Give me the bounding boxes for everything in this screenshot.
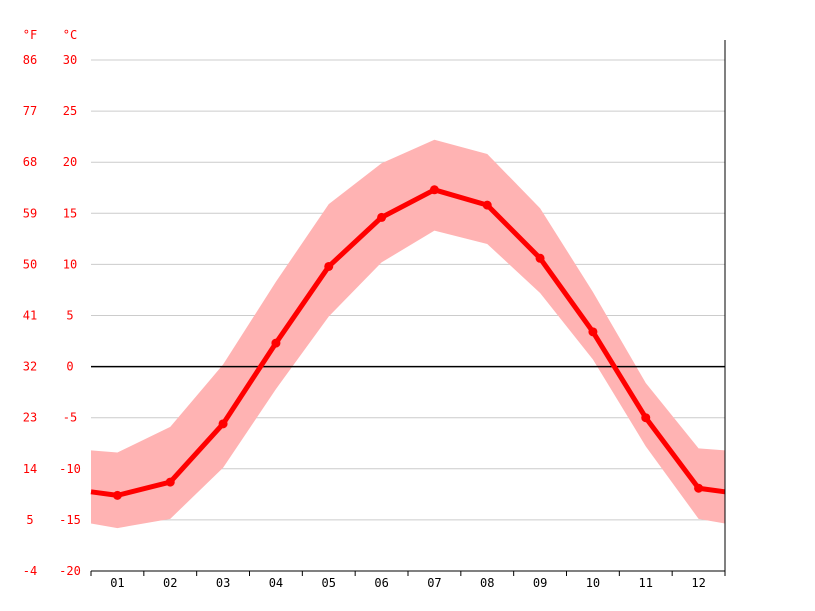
mean-point-04 (271, 338, 281, 348)
axes (90, 40, 726, 576)
mean-point-08 (482, 200, 492, 210)
month-label-12: 12 (691, 576, 705, 590)
mean-line-path (90, 187, 726, 498)
fahrenheit-tick-label: 68 (23, 155, 37, 169)
fahrenheit-tick-label: 32 (23, 360, 37, 374)
month-label-05: 05 (322, 576, 336, 590)
fahrenheit-tick-label: 50 (23, 257, 37, 271)
fahrenheit-tick-label: 77 (23, 104, 37, 118)
tick-labels: 30862577206815591050541032-523-1014-155-… (23, 28, 706, 590)
celsius-tick-label: 0 (66, 360, 73, 374)
celsius-tick-label: -15 (59, 513, 81, 527)
celsius-tick-label: 25 (63, 104, 77, 118)
fahrenheit-tick-label: 5 (26, 513, 33, 527)
mean-point-01 (112, 490, 122, 500)
month-label-03: 03 (216, 576, 230, 590)
range-band-area (91, 139, 725, 529)
mean-temperature-points (112, 185, 704, 500)
month-label-07: 07 (427, 576, 441, 590)
mean-point-07 (429, 185, 439, 195)
fahrenheit-tick-label: 14 (23, 462, 37, 476)
celsius-tick-label: -20 (59, 564, 81, 578)
celsius-tick-label: -10 (59, 462, 81, 476)
celsius-unit-label: °C (63, 28, 77, 42)
mean-temperature-line (90, 187, 726, 498)
fahrenheit-tick-label: 59 (23, 206, 37, 220)
mean-point-06 (377, 212, 387, 222)
celsius-tick-label: 30 (63, 53, 77, 67)
mean-point-11 (641, 413, 651, 423)
celsius-tick-label: 5 (66, 309, 73, 323)
celsius-tick-label: 20 (63, 155, 77, 169)
mean-point-03 (218, 419, 228, 429)
celsius-tick-label: -5 (63, 411, 77, 425)
mean-point-02 (165, 477, 175, 487)
month-label-01: 01 (110, 576, 124, 590)
mean-point-12 (694, 483, 704, 493)
celsius-tick-label: 15 (63, 206, 77, 220)
mean-point-09 (535, 253, 545, 263)
fahrenheit-tick-label: 86 (23, 53, 37, 67)
mean-point-10 (588, 327, 598, 337)
month-label-10: 10 (586, 576, 600, 590)
month-label-11: 11 (639, 576, 653, 590)
month-label-04: 04 (269, 576, 283, 590)
mean-point-05 (324, 261, 334, 271)
fahrenheit-unit-label: °F (23, 28, 37, 42)
month-label-08: 08 (480, 576, 494, 590)
temperature-range-band (91, 139, 725, 529)
fahrenheit-tick-label: -4 (23, 564, 37, 578)
month-label-06: 06 (374, 576, 388, 590)
month-label-09: 09 (533, 576, 547, 590)
month-label-02: 02 (163, 576, 177, 590)
celsius-tick-label: 10 (63, 257, 77, 271)
fahrenheit-tick-label: 41 (23, 309, 37, 323)
fahrenheit-tick-label: 23 (23, 411, 37, 425)
